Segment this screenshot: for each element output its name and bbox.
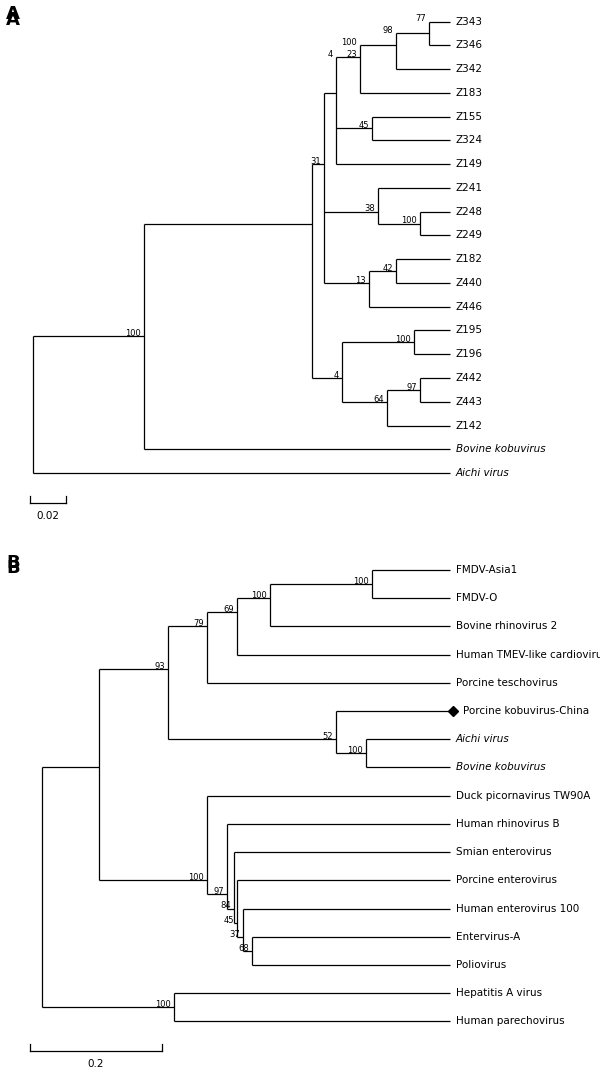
Text: 97: 97 [213, 887, 224, 896]
Text: 100: 100 [155, 1000, 171, 1009]
Text: Human rhinovirus B: Human rhinovirus B [456, 819, 560, 829]
Text: FMDV-O: FMDV-O [456, 593, 497, 603]
Text: B: B [6, 554, 20, 572]
Text: 100: 100 [251, 591, 267, 599]
Text: Z142: Z142 [456, 420, 483, 430]
Text: A: A [6, 5, 20, 24]
Text: 100: 100 [347, 746, 363, 755]
Text: 93: 93 [154, 661, 165, 670]
Text: Duck picornavirus TW90A: Duck picornavirus TW90A [456, 791, 590, 800]
Text: Z155: Z155 [456, 112, 483, 122]
Text: Entervirus-A: Entervirus-A [456, 932, 520, 942]
Text: 52: 52 [323, 732, 333, 741]
Text: 13: 13 [355, 276, 366, 285]
Text: 84: 84 [220, 901, 231, 910]
Text: Poliovirus: Poliovirus [456, 960, 506, 970]
Text: Hepatitis A virus: Hepatitis A virus [456, 988, 542, 998]
Text: 100: 100 [125, 329, 141, 338]
Text: Z183: Z183 [456, 88, 483, 98]
Text: Z343: Z343 [456, 16, 483, 26]
Text: Z342: Z342 [456, 64, 483, 74]
Text: 68: 68 [238, 944, 249, 952]
Text: 0.2: 0.2 [88, 1059, 104, 1069]
Text: Z324: Z324 [456, 136, 483, 146]
Text: Bovine rhinovirus 2: Bovine rhinovirus 2 [456, 621, 557, 631]
Text: Porcine kobuvirus-China: Porcine kobuvirus-China [463, 706, 589, 716]
Text: Bovine kobuvirus: Bovine kobuvirus [456, 762, 545, 772]
Text: 37: 37 [229, 930, 240, 938]
Text: 31: 31 [310, 156, 321, 166]
Text: 100: 100 [401, 216, 417, 225]
Text: Human parechovirus: Human parechovirus [456, 1016, 565, 1026]
Text: 4: 4 [334, 370, 339, 380]
Text: Z249: Z249 [456, 230, 483, 240]
Text: Z443: Z443 [456, 396, 483, 407]
Text: Z248: Z248 [456, 206, 483, 216]
Text: Z196: Z196 [456, 350, 483, 359]
Text: 77: 77 [415, 14, 426, 23]
Text: 42: 42 [383, 264, 393, 273]
Text: Porcine teschovirus: Porcine teschovirus [456, 678, 558, 687]
Text: 100: 100 [341, 38, 357, 47]
Text: B: B [6, 559, 20, 577]
Text: Z440: Z440 [456, 278, 483, 288]
Text: 100: 100 [395, 336, 411, 344]
Text: 38: 38 [364, 204, 375, 214]
Text: 64: 64 [373, 394, 384, 404]
Text: Bovine kobuvirus: Bovine kobuvirus [456, 444, 545, 454]
Text: Z346: Z346 [456, 40, 483, 50]
Text: 0.02: 0.02 [37, 510, 59, 520]
Text: Human TMEV-like cardiovirus: Human TMEV-like cardiovirus [456, 649, 600, 659]
Text: 45: 45 [359, 122, 369, 130]
Text: 97: 97 [406, 382, 417, 392]
Text: Z195: Z195 [456, 326, 483, 336]
Text: 100: 100 [188, 873, 204, 882]
Text: Z182: Z182 [456, 254, 483, 264]
Text: 79: 79 [193, 619, 204, 628]
Text: 45: 45 [223, 915, 234, 924]
Text: A: A [6, 11, 20, 28]
Text: 98: 98 [382, 26, 393, 35]
Text: Z241: Z241 [456, 182, 483, 193]
Text: Z446: Z446 [456, 302, 483, 312]
Text: 4: 4 [328, 50, 333, 59]
Text: Porcine enterovirus: Porcine enterovirus [456, 875, 557, 885]
Text: Z442: Z442 [456, 372, 483, 383]
Text: Aichi virus: Aichi virus [456, 468, 510, 478]
Text: FMDV-Asia1: FMDV-Asia1 [456, 565, 517, 574]
Text: 69: 69 [223, 605, 234, 614]
Text: Z149: Z149 [456, 160, 483, 169]
Text: 100: 100 [353, 577, 369, 585]
Text: Human enterovirus 100: Human enterovirus 100 [456, 904, 579, 913]
Text: Aichi virus: Aichi virus [456, 734, 510, 744]
Text: Smian enterovirus: Smian enterovirus [456, 847, 551, 857]
Text: 23: 23 [346, 50, 357, 59]
